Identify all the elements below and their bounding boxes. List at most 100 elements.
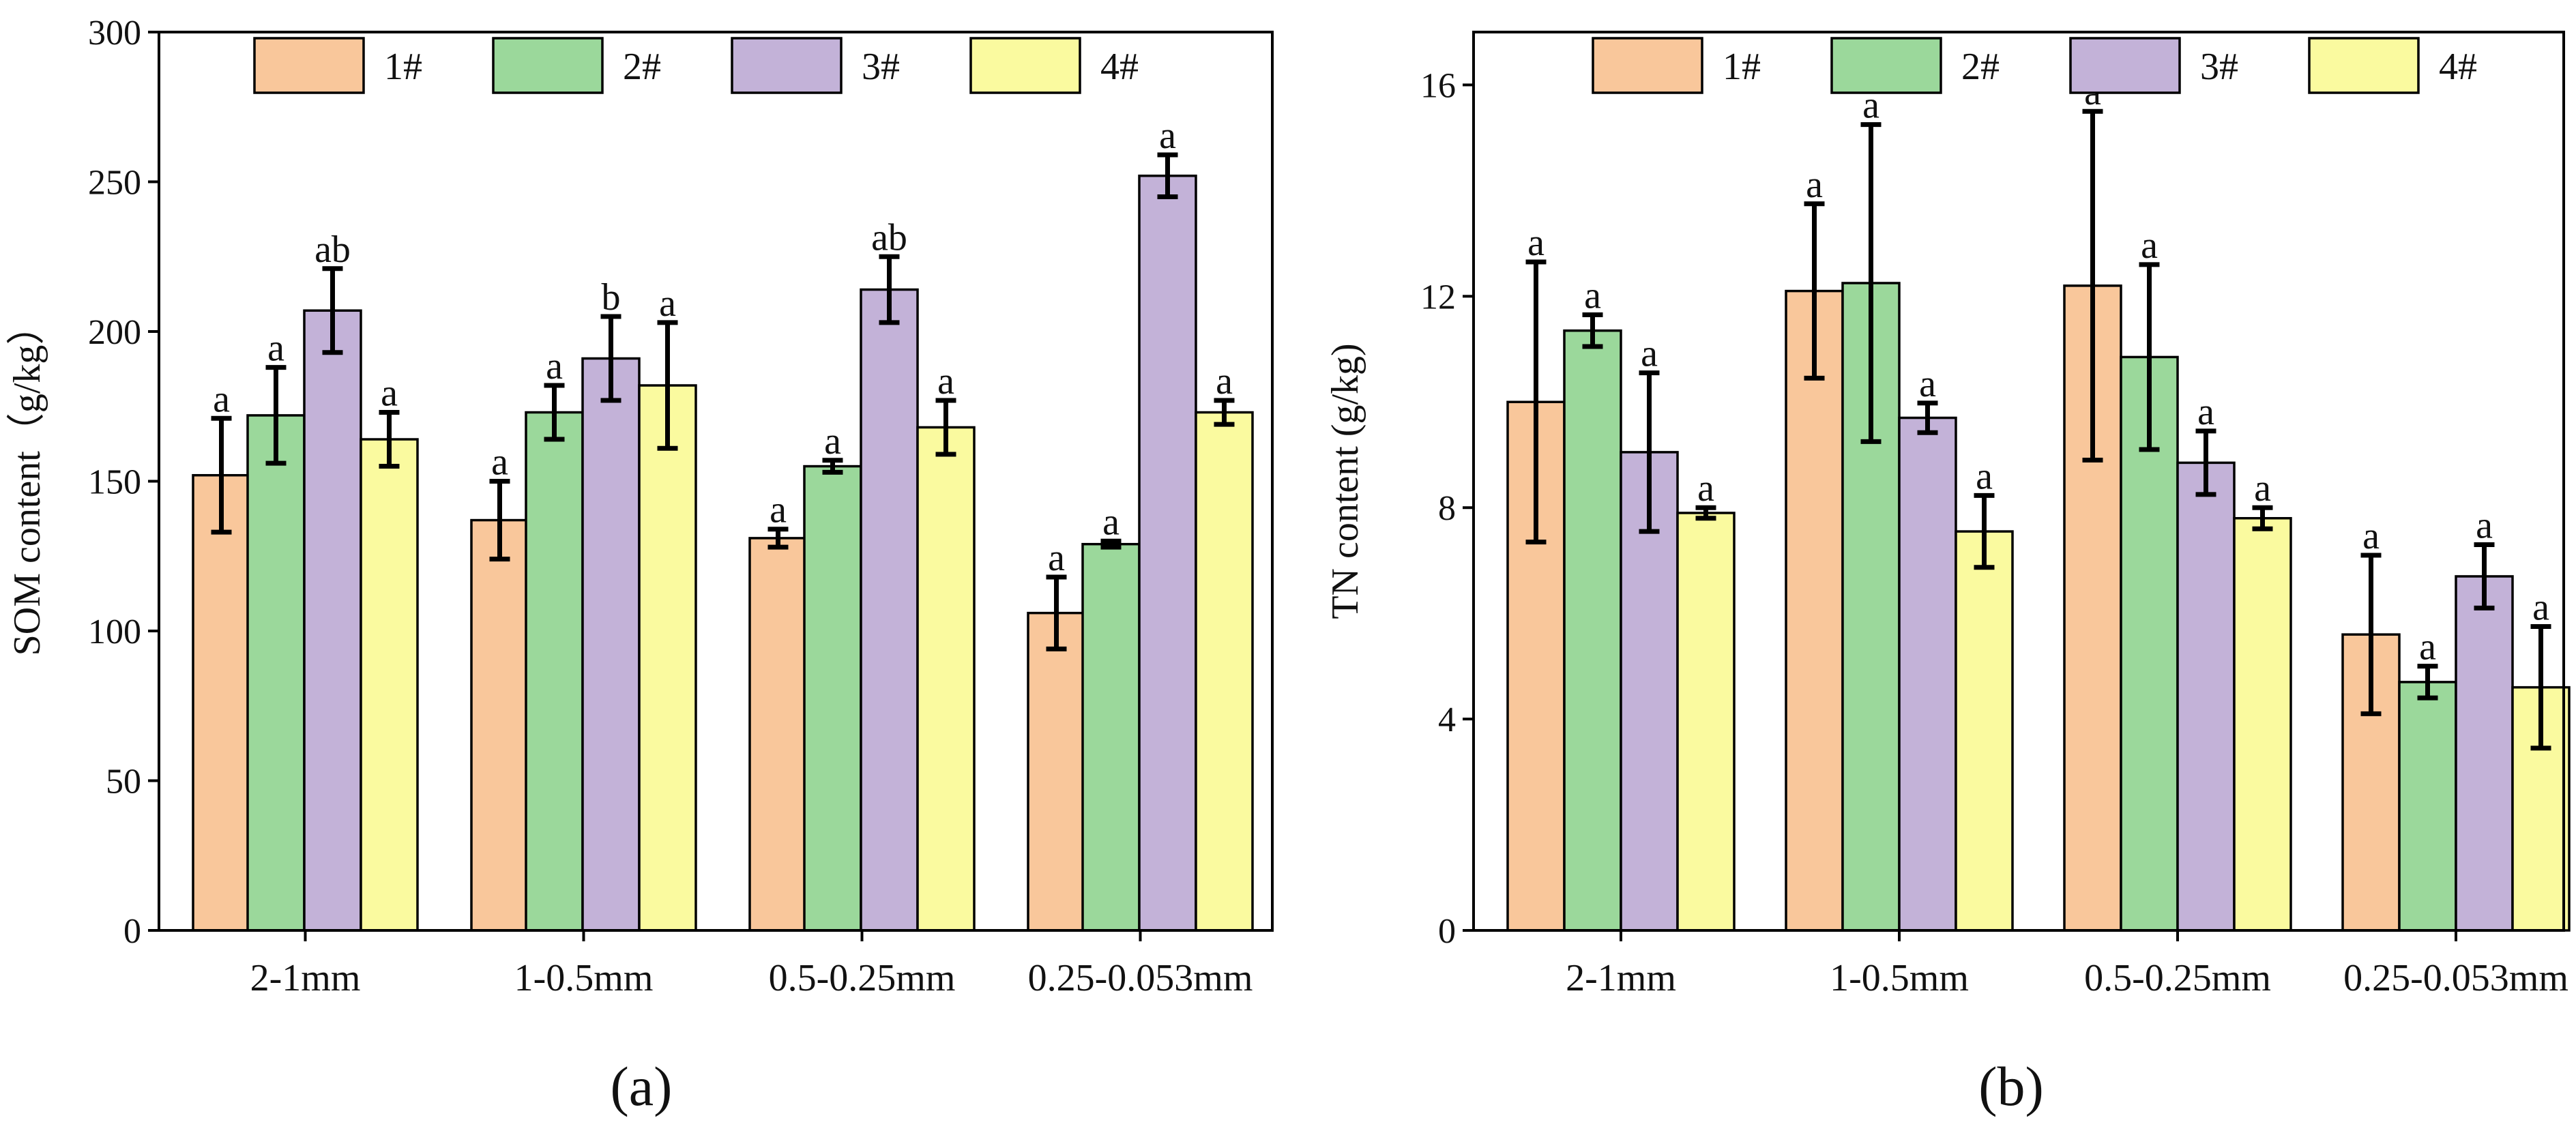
panel-b-ytick-label-2: 8 xyxy=(1438,489,1456,528)
panel-a-bar-4-1 xyxy=(638,384,697,932)
panel-b-legend-label-4: 4# xyxy=(2439,46,2477,88)
panel-b-sig-label-1-3: a xyxy=(2362,515,2380,557)
panel-b-ytick-label-1: 4 xyxy=(1438,701,1456,739)
panel-b-sig-label-3-2: a xyxy=(2197,391,2214,433)
panel-a-sig-label-3-1: b xyxy=(602,276,621,319)
panel-b-plot-frame xyxy=(1472,31,2565,932)
panel-b-bar-4-0 xyxy=(1676,512,1736,932)
panel-a-ytick-label-2: 100 xyxy=(88,613,141,651)
panel-b-bar-3-1 xyxy=(1898,416,1957,932)
panel-a-bar-1-2 xyxy=(748,537,808,932)
panel-a-ytick-label-3: 150 xyxy=(88,463,141,502)
panel-b-legend-label-3: 3# xyxy=(2200,46,2238,88)
panel-b-sig-label-3-3: a xyxy=(2476,504,2493,546)
panel-a-category-label-3: 0.25-0.053mm xyxy=(1028,957,1253,999)
panel-b-sig-label-1-0: a xyxy=(1527,222,1545,264)
panel-b-legend-swatch-1 xyxy=(1592,37,1703,94)
panel-b-sig-label-4-2: a xyxy=(2254,467,2271,510)
panel-a-bar-4-0 xyxy=(360,438,419,932)
panel-b-legend-label-2: 2# xyxy=(1961,46,2000,88)
panel-b-bar-4-1 xyxy=(1955,530,2014,932)
panel-a-bar-3-1 xyxy=(581,357,641,932)
panel-b-y-axis-label: TN content (g/kg) xyxy=(1324,343,1366,619)
panel-a-bar-2-0 xyxy=(246,414,306,932)
panel-a-legend-swatch-3 xyxy=(731,37,843,94)
panel-b-sig-label-2-0: a xyxy=(1584,274,1601,317)
panel-b-category-label-1: 1-0.5mm xyxy=(1830,957,1969,999)
panel-a-legend-label-2: 2# xyxy=(623,46,661,88)
panel-b-sig-label-4-1: a xyxy=(1976,455,1993,497)
panel-a-category-label-2: 0.5-0.25mm xyxy=(769,957,956,999)
panel-a-panel-label: (a) xyxy=(610,1055,672,1117)
panel-b-bar-1-1 xyxy=(1785,289,1844,932)
panel-a-legend-swatch-4 xyxy=(969,37,1081,94)
panel-a-sig-label-2-2: a xyxy=(824,420,841,462)
panel-a-sig-label-4-2: a xyxy=(937,360,954,402)
panel-a-ytick-label-6: 300 xyxy=(88,14,141,53)
panel-b-ytick-label-4: 16 xyxy=(1420,66,1456,105)
panel-b-bar-2-2 xyxy=(2120,355,2179,932)
panel-a-sig-label-3-3: a xyxy=(1159,115,1176,157)
panel-b-sig-label-1-1: a xyxy=(1806,164,1823,206)
panel-a-sig-label-4-3: a xyxy=(1216,360,1233,402)
panel-a-category-label-0: 2-1mm xyxy=(250,957,361,999)
panel-a-bar-3-2 xyxy=(860,288,919,932)
panel-b-bar-3-2 xyxy=(2176,461,2236,932)
panel-b-ytick-label-3: 12 xyxy=(1420,278,1456,317)
panel-a-bar-1-3 xyxy=(1027,611,1086,932)
panel-a-sig-label-3-0: ab xyxy=(314,229,351,271)
panel-a-ytick-label-5: 250 xyxy=(88,164,141,203)
panel-a-bar-3-0 xyxy=(303,309,362,932)
panel-b-sig-label-2-3: a xyxy=(2419,626,2436,668)
panel-a-sig-label-1-1: a xyxy=(491,441,508,484)
panel-b-category-label-0: 2-1mm xyxy=(1566,957,1676,999)
panel-a-sig-label-4-0: a xyxy=(381,372,398,415)
panel-a-legend-label-4: 4# xyxy=(1100,46,1139,88)
panel-a-legend-label-3: 3# xyxy=(862,46,900,88)
panel-a-sig-label-2-3: a xyxy=(1102,501,1119,543)
panel-b-sig-label-3-0: a xyxy=(1641,333,1658,375)
panel-a-sig-label-1-2: a xyxy=(770,489,787,531)
panel-a-category-label-1: 1-0.5mm xyxy=(514,957,654,999)
panel-a-sig-label-2-0: a xyxy=(267,327,284,370)
panel-b-bar-2-0 xyxy=(1563,329,1622,932)
panel-a-ytick-label-0: 0 xyxy=(123,912,141,951)
panel-a-sig-label-1-3: a xyxy=(1048,537,1065,579)
panel-a-legend-swatch-1 xyxy=(253,37,365,94)
panel-b-chart: aaaaaaaaaaaaaaaa04812162-1mm1-0.5mm0.5-0… xyxy=(1324,31,2571,1117)
panel-b-sig-label-4-0: a xyxy=(1697,467,1714,510)
panel-b-ytick-label-0: 0 xyxy=(1438,912,1456,951)
panel-a-bar-2-1 xyxy=(525,411,584,932)
panel-a-y-axis-label: SOM content（g/kg） xyxy=(6,307,48,656)
panel-a-ytick-label-4: 200 xyxy=(88,313,141,352)
panel-a-bar-4-2 xyxy=(916,426,976,932)
panel-b-legend-swatch-4 xyxy=(2308,37,2420,94)
panel-a-bar-4-3 xyxy=(1195,411,1254,932)
panel-a-sig-label-4-1: a xyxy=(659,282,676,325)
panel-b-sig-label-2-2: a xyxy=(2141,224,2158,267)
panel-a-bar-2-3 xyxy=(1081,542,1141,932)
panel-b-legend-label-1: 1# xyxy=(1723,46,1761,88)
panel-a-sig-label-2-1: a xyxy=(546,345,563,387)
panel-b-legend-swatch-2 xyxy=(1830,37,1942,94)
panel-a-bar-1-0 xyxy=(192,473,251,932)
panel-b-sig-label-4-3: a xyxy=(2532,587,2549,629)
panel-b-category-label-3: 0.25-0.053mm xyxy=(2343,957,2568,999)
panel-a-sig-label-3-2: ab xyxy=(871,216,907,259)
panel-a-legend-swatch-2 xyxy=(492,37,604,94)
panel-b-bar-4-2 xyxy=(2233,516,2292,932)
panel-a-ytick-label-1: 50 xyxy=(106,763,141,801)
panel-b-sig-label-3-1: a xyxy=(1919,363,1936,405)
panel-b-panel-label: (b) xyxy=(1978,1055,2044,1117)
panel-b-category-label-2: 0.5-0.25mm xyxy=(2084,957,2271,999)
panel-a-sig-label-1-0: a xyxy=(213,378,230,420)
panel-b-legend-swatch-3 xyxy=(2069,37,2181,94)
panel-a-bar-1-1 xyxy=(470,518,529,932)
panel-a-bar-3-3 xyxy=(1138,174,1197,932)
panel-a-legend-label-1: 1# xyxy=(384,46,422,88)
panel-a-bar-2-2 xyxy=(803,465,862,932)
panel-b-bar-3-3 xyxy=(2455,575,2514,932)
panel-b-bar-2-3 xyxy=(2398,681,2457,932)
